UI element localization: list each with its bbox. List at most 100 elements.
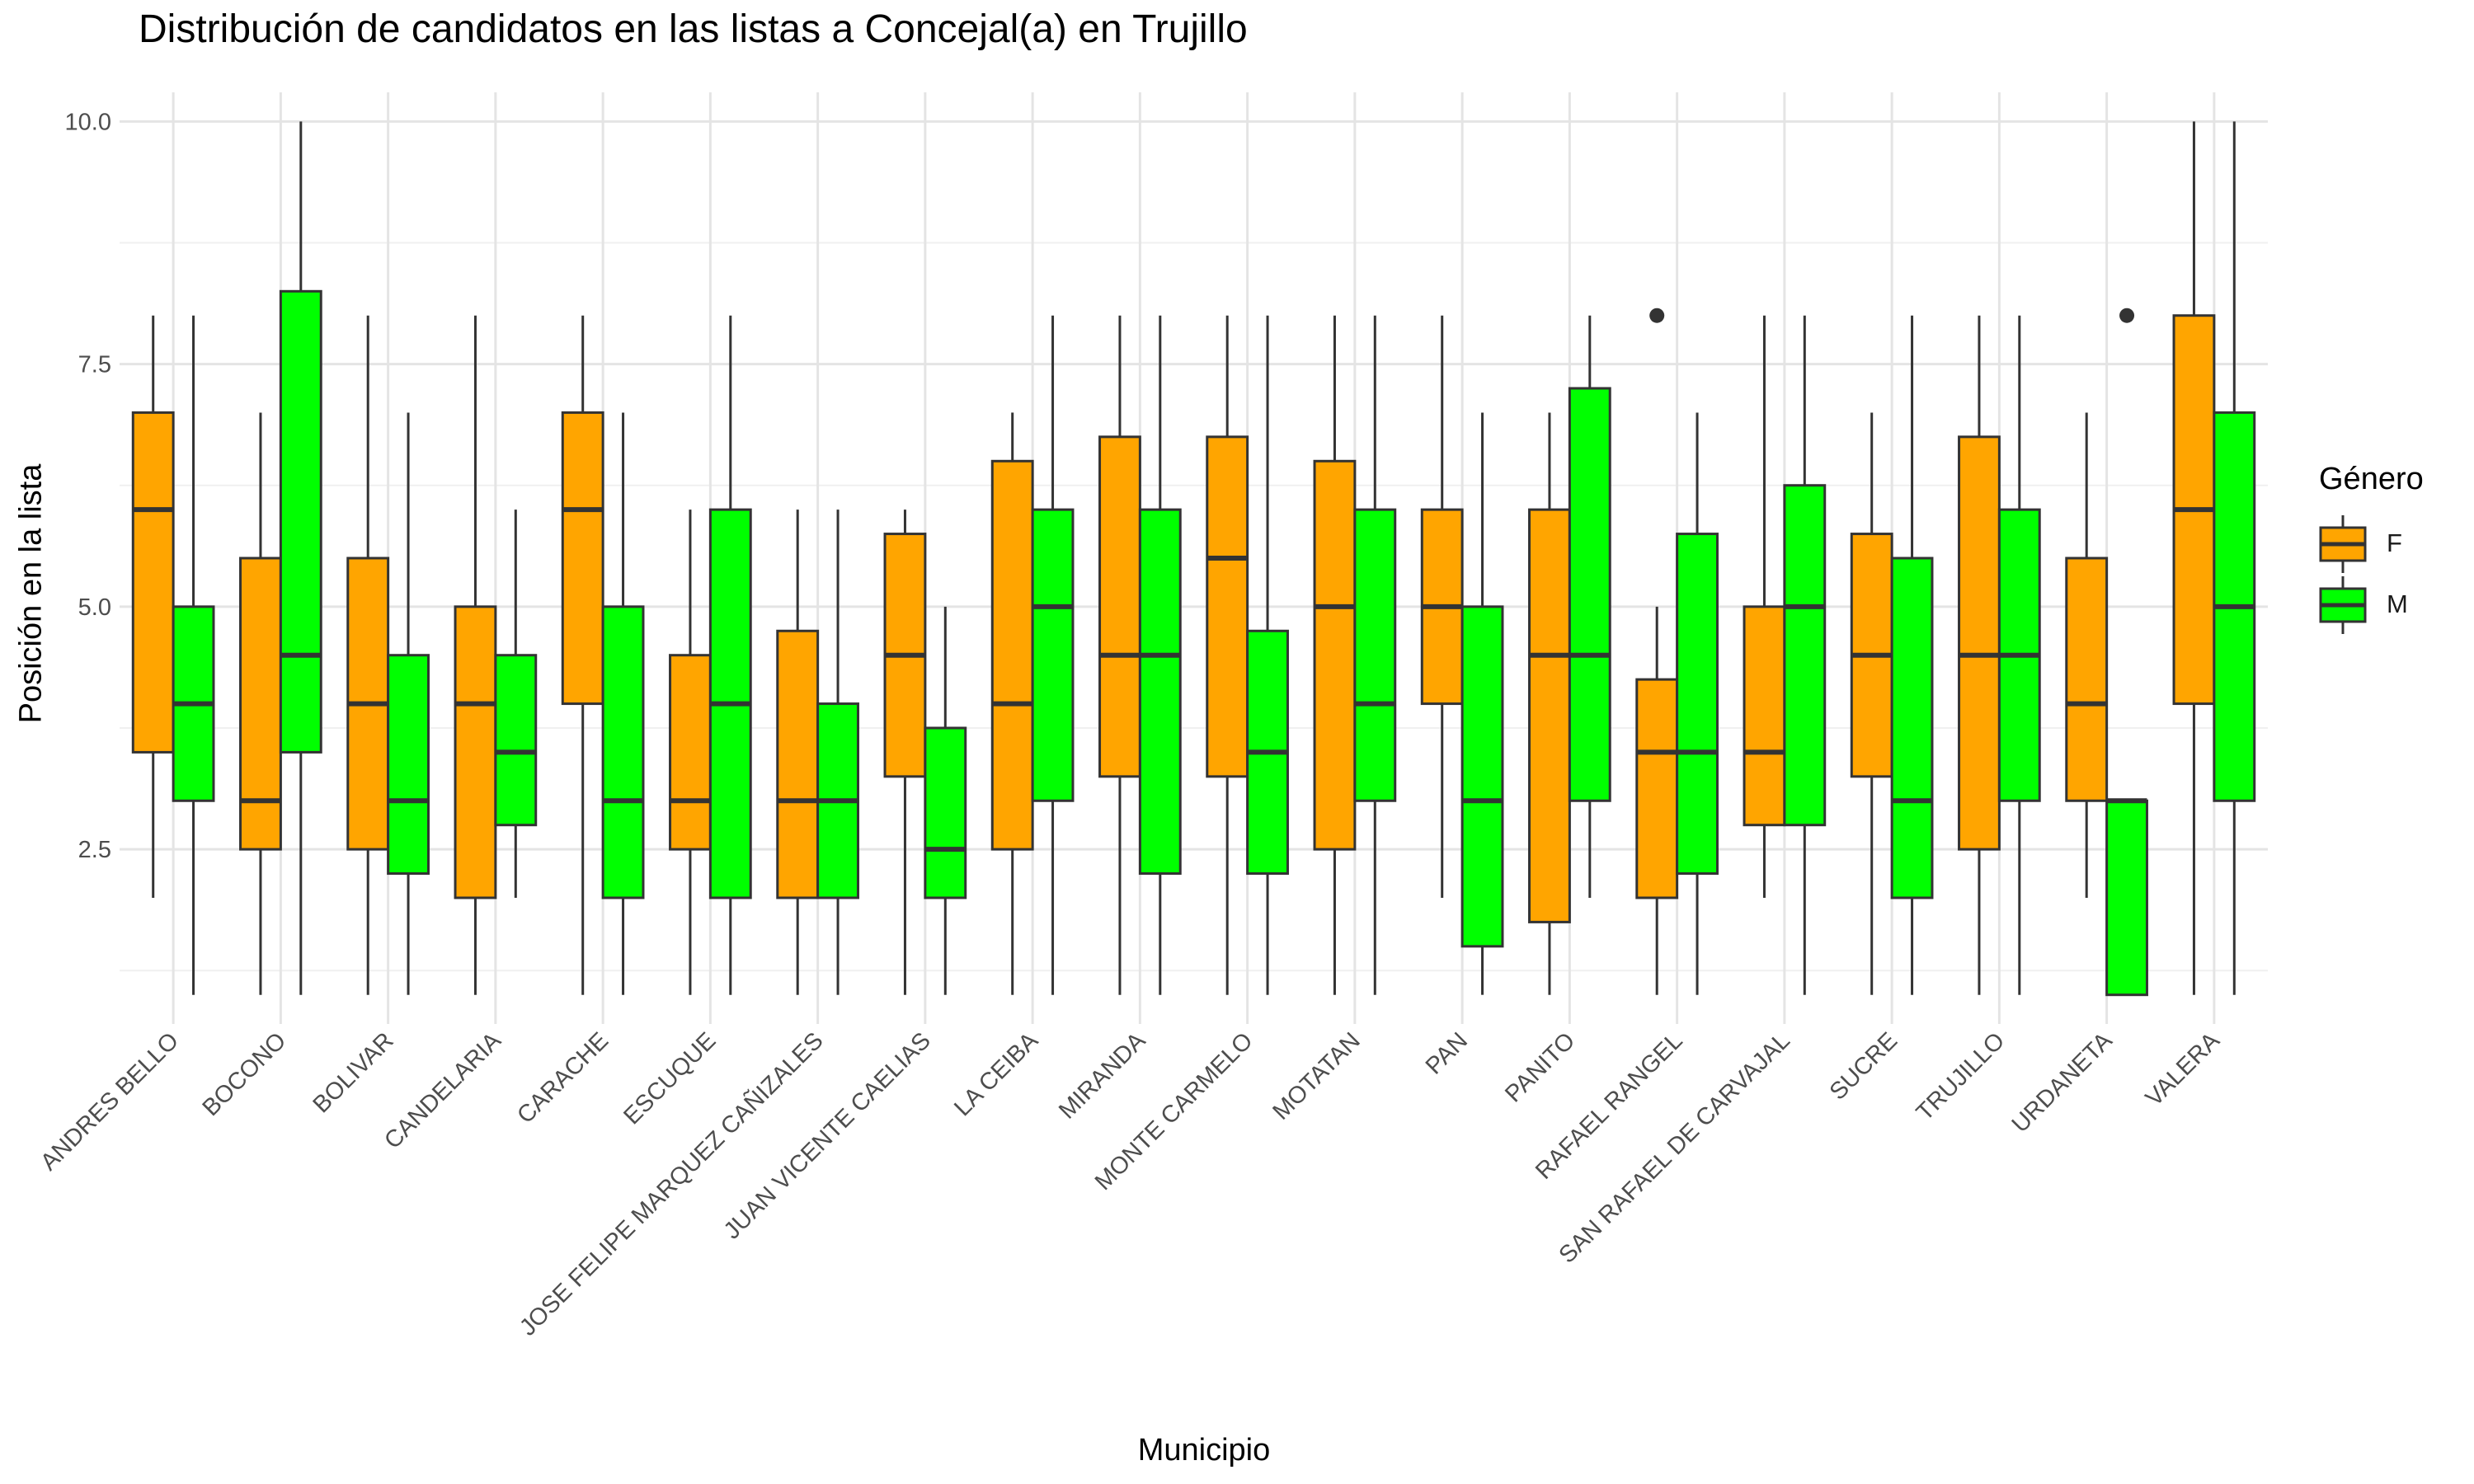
box-m-sucre xyxy=(1890,315,1934,995)
legend-label-m: M xyxy=(2387,589,2408,618)
box-body xyxy=(924,726,967,899)
box-f-bolivar xyxy=(346,315,390,995)
box-m-escuque xyxy=(708,315,752,995)
box-body xyxy=(494,654,538,827)
x-tick-label-bocono: BOCONO xyxy=(198,1027,292,1121)
x-axis-title: Municipio xyxy=(1137,1433,1271,1468)
box-m-panito xyxy=(1568,315,1611,898)
box-f-panito xyxy=(1528,412,1571,995)
x-tick-label-carache: CARACHE xyxy=(512,1027,614,1129)
legend-title: Género xyxy=(2319,462,2424,496)
box-body xyxy=(1743,605,1786,827)
box-m-bolivar xyxy=(387,412,430,995)
box-m-trujillo xyxy=(1997,315,2041,995)
box-body xyxy=(1890,556,1934,899)
box-body xyxy=(1460,605,1504,948)
box-m-candelaria xyxy=(494,510,538,898)
box-body xyxy=(990,459,1034,851)
box-body xyxy=(1098,435,1141,778)
x-tick-label-la-ceiba: LA CEIBA xyxy=(949,1027,1043,1121)
x-tick-label-bolivar: BOLIVAR xyxy=(308,1027,399,1118)
box-f-monte-carmelo xyxy=(1206,315,1249,995)
box-m-andres-bello xyxy=(172,315,215,995)
box-f-motatan xyxy=(1313,315,1357,995)
y-tick-label: 7.5 xyxy=(78,352,111,378)
x-tick-label-escuque: ESCUQUE xyxy=(618,1027,721,1129)
x-tick-label-sucre: SUCRE xyxy=(1825,1027,1903,1105)
box-f-rafael-rangel xyxy=(1635,308,1679,995)
box-m-urdaneta xyxy=(2105,308,2148,997)
outlier-point xyxy=(2119,308,2135,323)
x-tick-label-trujillo: TRUJILLO xyxy=(1912,1027,2010,1125)
legend-item-m: M xyxy=(2319,576,2424,637)
box-f-jose-felipe-marquez-canizales xyxy=(776,510,820,995)
box-body xyxy=(1031,508,1075,802)
box-m-miranda xyxy=(1138,315,1182,995)
x-tick-label-miranda: MIRANDA xyxy=(1054,1027,1151,1125)
box-m-jose-felipe-marquez-canizales xyxy=(816,510,859,995)
box-body xyxy=(669,654,712,851)
box-body xyxy=(239,556,282,851)
box-f-pan xyxy=(1420,315,1464,898)
box-body xyxy=(279,289,322,754)
x-tick-label-pan: PAN xyxy=(1421,1027,1473,1079)
chart-title: Distribución de candidatos en las listas… xyxy=(139,7,1248,51)
x-tick-label-valera: VALERA xyxy=(2141,1027,2225,1111)
box-body xyxy=(561,411,604,706)
box-f-miranda xyxy=(1098,315,1141,995)
box-f-la-ceiba xyxy=(990,412,1034,995)
box-body xyxy=(1138,508,1182,876)
box-m-la-ceiba xyxy=(1031,315,1075,995)
box-m-juan-vicente-caelias xyxy=(924,606,967,995)
legend-key-f xyxy=(2319,515,2367,573)
box-body xyxy=(2065,556,2109,802)
box-f-san-rafael-de-carvajal xyxy=(1743,315,1786,898)
y-tick-label: 5.0 xyxy=(78,594,111,621)
box-m-rafael-rangel xyxy=(1676,412,1719,995)
box-body xyxy=(1206,435,1249,778)
box-m-monte-carmelo xyxy=(1246,315,1289,995)
box-f-escuque xyxy=(669,510,712,995)
x-tick-label-juan-vicente-caelias: JUAN VICENTE CAELIAS xyxy=(719,1027,936,1244)
box-f-bocono xyxy=(239,412,282,995)
legend-key-m xyxy=(2319,576,2367,634)
x-tick-label-san-rafael-de-carvajal: SAN RAFAEL DE CARVAJAL xyxy=(1554,1027,1794,1268)
box-body xyxy=(2105,799,2148,997)
legend-label-f: F xyxy=(2387,528,2402,557)
outlier-point xyxy=(1649,308,1665,323)
box-f-candelaria xyxy=(454,315,497,995)
box-m-bocono xyxy=(279,121,322,995)
box-body xyxy=(1676,533,1719,876)
box-m-valera xyxy=(2213,121,2256,995)
box-body xyxy=(601,605,645,899)
box-m-pan xyxy=(1460,412,1504,995)
box-f-urdaneta xyxy=(2065,412,2109,898)
box-body xyxy=(1958,435,2001,851)
box-body xyxy=(1783,484,1827,827)
x-tick-label-motatan: MOTATAN xyxy=(1268,1027,1366,1125)
box-f-sucre xyxy=(1850,412,1893,995)
boxes xyxy=(131,121,2256,997)
legend: Género F M xyxy=(2319,462,2424,637)
x-tick-label-panito: PANITO xyxy=(1500,1027,1580,1107)
box-f-andres-bello xyxy=(131,315,175,898)
box-m-san-rafael-de-carvajal xyxy=(1783,315,1827,995)
box-m-carache xyxy=(601,412,645,995)
box-body xyxy=(1313,459,1357,851)
y-tick-label: 10.0 xyxy=(65,109,111,135)
box-body xyxy=(387,654,430,876)
y-axis-ticks: 2.5 5.0 7.5 10.0 xyxy=(65,109,111,863)
x-tick-label-urdaneta: URDANETA xyxy=(2007,1027,2118,1138)
box-body xyxy=(1353,508,1397,802)
box-m-motatan xyxy=(1353,315,1397,995)
y-tick-label: 2.5 xyxy=(78,837,111,863)
box-body xyxy=(131,411,175,754)
x-tick-label-andres-bello: ANDRES BELLO xyxy=(35,1027,184,1176)
box-f-valera xyxy=(2172,121,2216,995)
box-body xyxy=(1528,508,1571,923)
legend-item-f: F xyxy=(2319,515,2424,576)
box-body xyxy=(1568,387,1611,802)
box-f-carache xyxy=(561,315,604,995)
